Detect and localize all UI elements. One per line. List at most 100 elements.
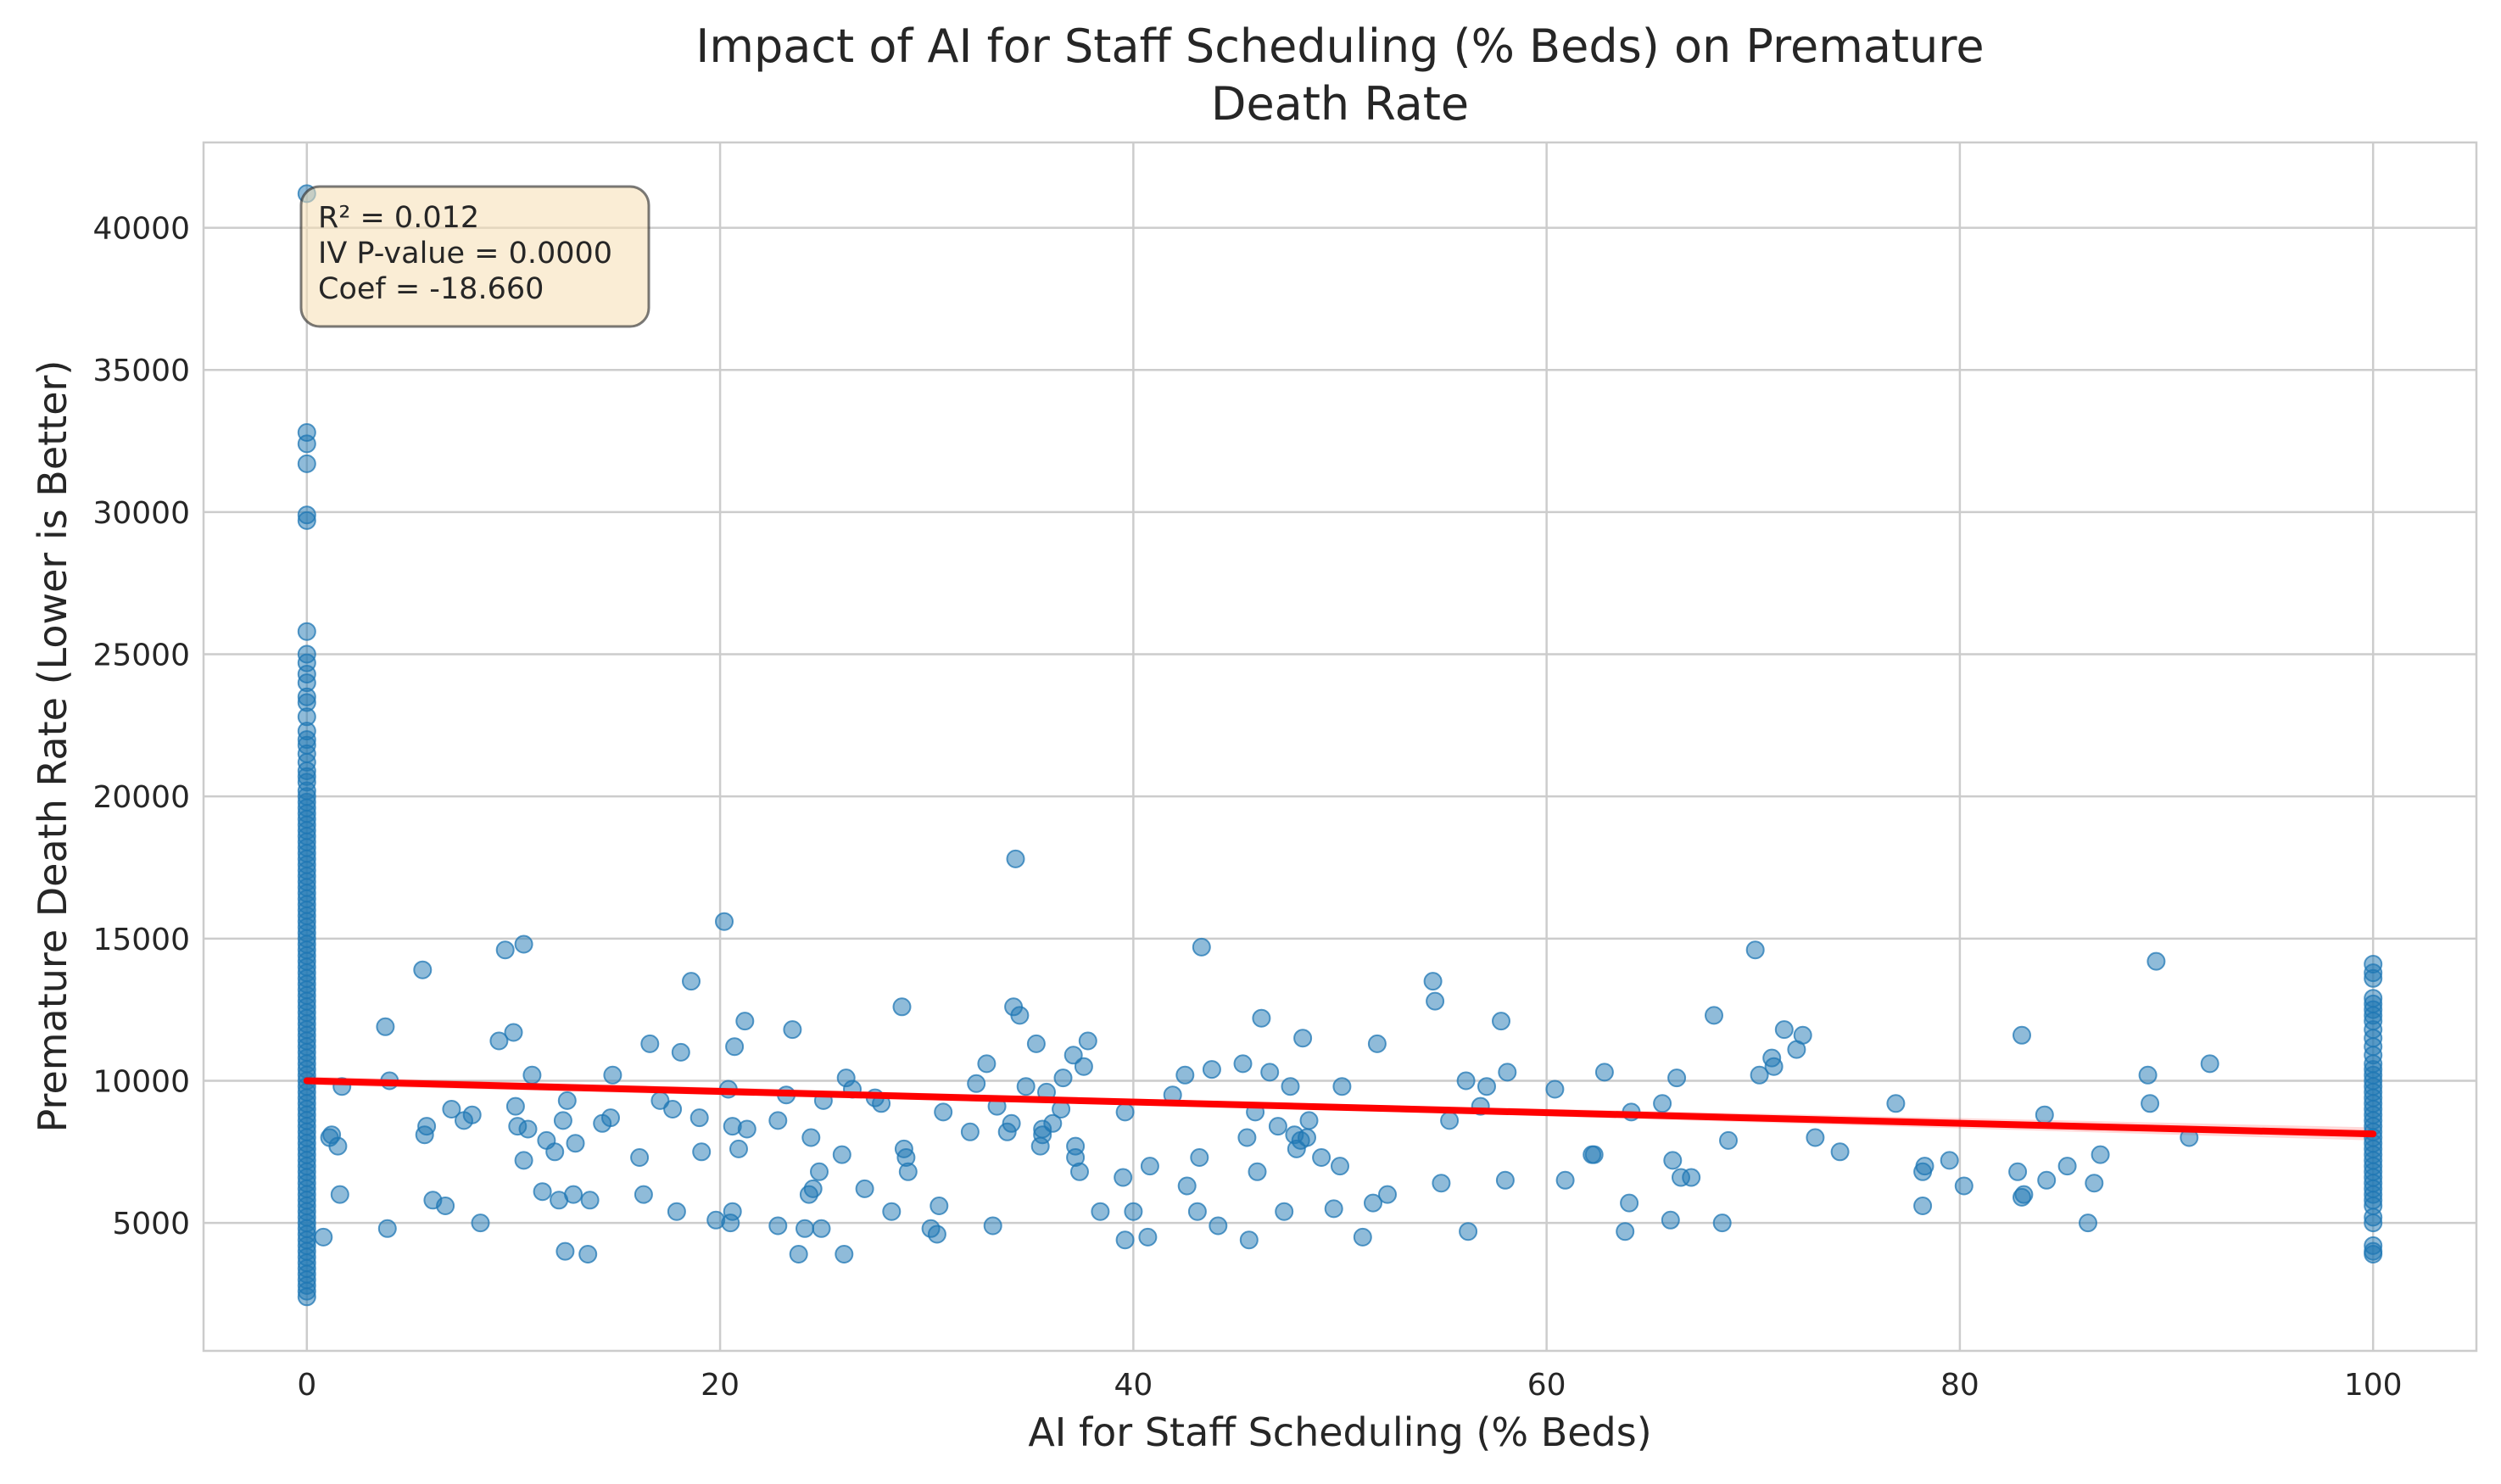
data-point [1091, 1202, 1110, 1221]
data-point [810, 1162, 829, 1181]
stats-box-background [299, 185, 650, 328]
data-point [417, 1117, 437, 1136]
data-point [796, 1219, 814, 1238]
data-point [1115, 1230, 1135, 1250]
data-point [783, 1020, 802, 1040]
data-point [1456, 1071, 1476, 1091]
data-point [1299, 1111, 1319, 1130]
data-point [2079, 1213, 2097, 1233]
data-point [462, 1105, 482, 1124]
data-point [1492, 1012, 1510, 1031]
data-point [927, 1225, 946, 1244]
data-point [1233, 1054, 1253, 1074]
data-point [1312, 1148, 1331, 1167]
data-point [314, 1227, 333, 1247]
data-point [855, 1179, 874, 1198]
data-point [2035, 1105, 2054, 1124]
data-point [2008, 1162, 2028, 1181]
data-point [983, 1216, 1002, 1236]
data-point [1913, 1197, 1933, 1215]
data-point [1545, 1080, 1565, 1099]
data-point [663, 1100, 683, 1119]
data-point [1275, 1202, 1294, 1221]
data-point [682, 972, 701, 991]
x-tick-label: 0 [297, 1368, 316, 1403]
data-point [1202, 1060, 1221, 1080]
data-point [634, 1185, 653, 1204]
data-point [1555, 1170, 1575, 1190]
data-point [692, 1142, 712, 1162]
data-point [1477, 1077, 1496, 1096]
data-point [1663, 1151, 1683, 1170]
data-point [2037, 1170, 2057, 1190]
data-point [504, 1023, 523, 1042]
data-point [376, 1017, 395, 1036]
data-point [2091, 1145, 2110, 1164]
data-point [934, 1102, 953, 1122]
data-point [522, 1065, 542, 1085]
data-points [297, 184, 2383, 1307]
data-point [671, 1042, 690, 1062]
data-point [413, 960, 433, 979]
data-point [2013, 1025, 2031, 1045]
data-point [1364, 1193, 1382, 1213]
data-point [1719, 1130, 1738, 1150]
data-point [2364, 1213, 2383, 1233]
data-point [1053, 1068, 1073, 1088]
data-point [1806, 1128, 1825, 1147]
stats-r-squared: R² = 0.012 [318, 201, 479, 235]
y-tick-label: 35000 [92, 354, 190, 388]
y-tick-label: 20000 [92, 780, 190, 815]
data-point [1498, 1063, 1517, 1082]
plot-frame [202, 141, 2478, 1353]
data-point [1440, 1111, 1460, 1130]
x-tick-label: 80 [1940, 1368, 1979, 1403]
data-point [1661, 1210, 1680, 1230]
y-tick-label: 10000 [92, 1064, 190, 1099]
x-tick-label: 20 [701, 1368, 740, 1403]
x-axis-label: AI for Staff Scheduling (% Beds) [1028, 1409, 1651, 1455]
data-point [328, 1136, 348, 1156]
data-point [1074, 1057, 1093, 1076]
data-point [967, 1074, 986, 1093]
data-point [564, 1185, 583, 1204]
data-point [1237, 1128, 1257, 1147]
data-point [297, 1287, 316, 1307]
data-point [789, 1245, 808, 1264]
data-point [832, 1145, 851, 1164]
data-point [555, 1241, 575, 1261]
data-point [580, 1191, 600, 1210]
data-point [553, 1111, 572, 1130]
data-point [533, 1182, 552, 1202]
data-point [297, 622, 316, 641]
data-point [1063, 1046, 1083, 1065]
data-point [1298, 1128, 1316, 1147]
data-point [2141, 1094, 2160, 1113]
data-point [566, 1134, 585, 1153]
data-point [2147, 951, 2166, 971]
data-point [630, 1148, 650, 1167]
data-point [297, 454, 316, 473]
data-point [735, 1012, 755, 1031]
data-point [1239, 1230, 1259, 1250]
data-point [1175, 1065, 1195, 1085]
data-point [1043, 1113, 1063, 1133]
data-point [1138, 1227, 1158, 1247]
data-point [297, 434, 316, 454]
data-point [2364, 1245, 2383, 1264]
data-point [2200, 1054, 2219, 1074]
data-point [1594, 1063, 1614, 1082]
data-point [1252, 1008, 1271, 1028]
x-tick-label: 100 [2344, 1368, 2403, 1403]
data-point [1423, 972, 1443, 991]
data-point [803, 1179, 823, 1198]
data-point [1190, 1148, 1209, 1167]
data-point [1248, 1162, 1267, 1181]
data-point [1002, 1113, 1021, 1133]
data-point [436, 1197, 455, 1215]
data-point [2057, 1157, 2077, 1176]
data-point [1378, 1185, 1397, 1204]
data-point [505, 1096, 525, 1116]
